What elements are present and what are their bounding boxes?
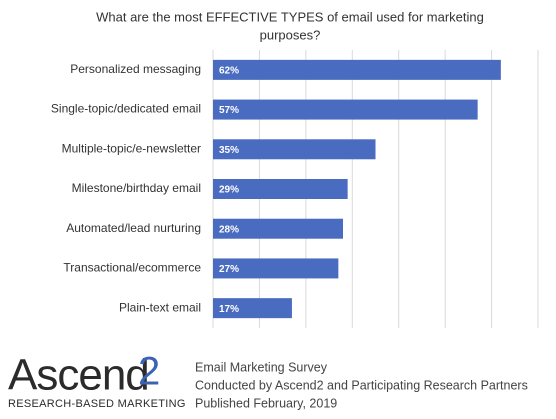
value-label: 27% — [219, 264, 239, 275]
value-label: 17% — [219, 304, 239, 315]
footer-line: Published February, 2019 — [195, 396, 337, 410]
category-label: Automated/lead nurturing — [66, 221, 201, 235]
bar — [213, 59, 501, 80]
footer-line: Conducted by Ascend2 and Participating R… — [195, 378, 528, 392]
bar — [213, 179, 348, 199]
category-label: Milestone/birthday email — [72, 181, 201, 195]
bar — [213, 99, 478, 120]
bar — [213, 139, 376, 160]
category-label: Transactional/ecommerce — [63, 261, 201, 275]
category-label: Single-topic/dedicated email — [51, 102, 201, 116]
category-label: Multiple-topic/e-newsletter — [62, 141, 201, 155]
logo-name: Ascend — [8, 351, 149, 400]
value-label: 29% — [219, 185, 239, 196]
value-label: 62% — [219, 65, 239, 76]
logo-tagline: RESEARCH-BASED MARKETING — [8, 398, 186, 410]
chart-title: What are the most EFFECTIVE TYPES of ema… — [96, 9, 484, 24]
category-label: Personalized messaging — [70, 62, 201, 76]
logo-mark: 2 — [138, 350, 160, 394]
bar — [213, 218, 343, 239]
category-label: Plain-text email — [119, 300, 201, 314]
bar — [213, 258, 339, 279]
value-label: 57% — [219, 105, 239, 116]
value-label: 28% — [219, 224, 239, 235]
chart-title-cont: purposes? — [260, 27, 321, 42]
value-label: 35% — [219, 145, 239, 156]
footer-line: Email Marketing Survey — [195, 360, 328, 374]
bar — [213, 298, 292, 319]
